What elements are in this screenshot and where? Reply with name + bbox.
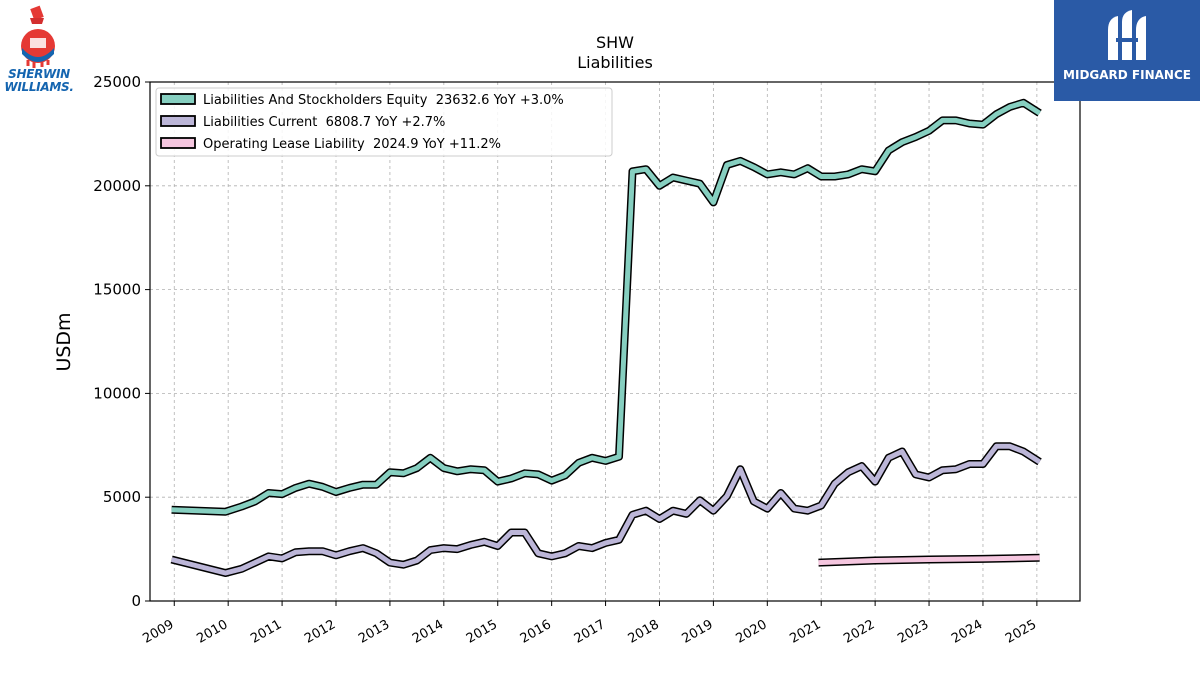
chart-subtitle: Liabilities [577, 53, 653, 72]
x-tick-label: 2013 [356, 617, 392, 647]
legend-swatch [160, 115, 196, 127]
legend-entry: Operating Lease Liability 2024.9 YoY +11… [203, 137, 501, 152]
y-ticks: 0 5000 10000 15000 20000 25000 [93, 73, 150, 610]
x-tick-label: 2010 [194, 617, 230, 647]
cover-the-earth-icon [21, 5, 55, 68]
x-tick-label: 2009 [140, 617, 176, 647]
x-ticks: 2009 2010 2011 2012 2013 2014 2015 2016 2017 2018… [140, 601, 1039, 647]
x-tick-label: 2014 [410, 617, 446, 647]
chart-title: SHW [596, 33, 634, 52]
legend-entry: Liabilities Current 6808.7 YoY +2.7% [203, 115, 445, 130]
y-tick-label: 15000 [93, 281, 141, 299]
midgard-finance-logo: MIDGARD FINANCE [1054, 0, 1200, 101]
x-tick-label: 2018 [626, 617, 662, 647]
legend-swatch [160, 93, 196, 105]
x-tick-label: 2020 [733, 617, 769, 647]
x-tick-label: 2012 [302, 617, 338, 647]
x-tick-label: 2017 [572, 617, 608, 647]
x-tick-label: 2021 [787, 617, 823, 647]
y-tick-label: 10000 [93, 384, 141, 402]
series-line-2 [818, 555, 1040, 566]
wordmark-line-1: SHERWIN [8, 67, 70, 81]
legend: Liabilities And Stockholders Equity 2363… [155, 87, 613, 157]
x-tick-label: 2023 [895, 617, 931, 647]
y-tick-label: 5000 [103, 488, 141, 506]
legend-entry: Liabilities And Stockholders Equity 2363… [203, 93, 564, 108]
sherwin-williams-wordmark: SHERWIN WILLIAMS. [4, 68, 74, 94]
x-tick-label: 2015 [464, 617, 500, 647]
x-tick-label: 2022 [841, 617, 877, 647]
x-tick-label: 2011 [248, 617, 284, 647]
y-axis-label: USDm [53, 312, 75, 371]
legend-box [155, 87, 613, 157]
series-line-1 [170, 443, 1041, 576]
wordmark-line-2: WILLIAMS. [4, 80, 74, 94]
x-tick-label: 2016 [518, 617, 554, 647]
y-tick-label: 20000 [93, 177, 141, 195]
sherwin-williams-logo [4, 4, 74, 100]
x-tick-label: 2019 [680, 617, 716, 647]
y-tick-label: 25000 [93, 73, 141, 91]
legend-swatch [160, 137, 196, 149]
series-line-0 [171, 100, 1041, 515]
plot-frame [149, 81, 1081, 602]
y-tick-label: 0 [131, 592, 141, 610]
midgard-finance-wordmark: MIDGARD FINANCE [1063, 68, 1191, 82]
grid [150, 81, 1080, 602]
series-group [170, 98, 1042, 577]
x-tick-label: 2025 [1003, 617, 1039, 647]
midgard-m-icon [1108, 10, 1146, 60]
x-tick-label: 2024 [949, 617, 985, 647]
